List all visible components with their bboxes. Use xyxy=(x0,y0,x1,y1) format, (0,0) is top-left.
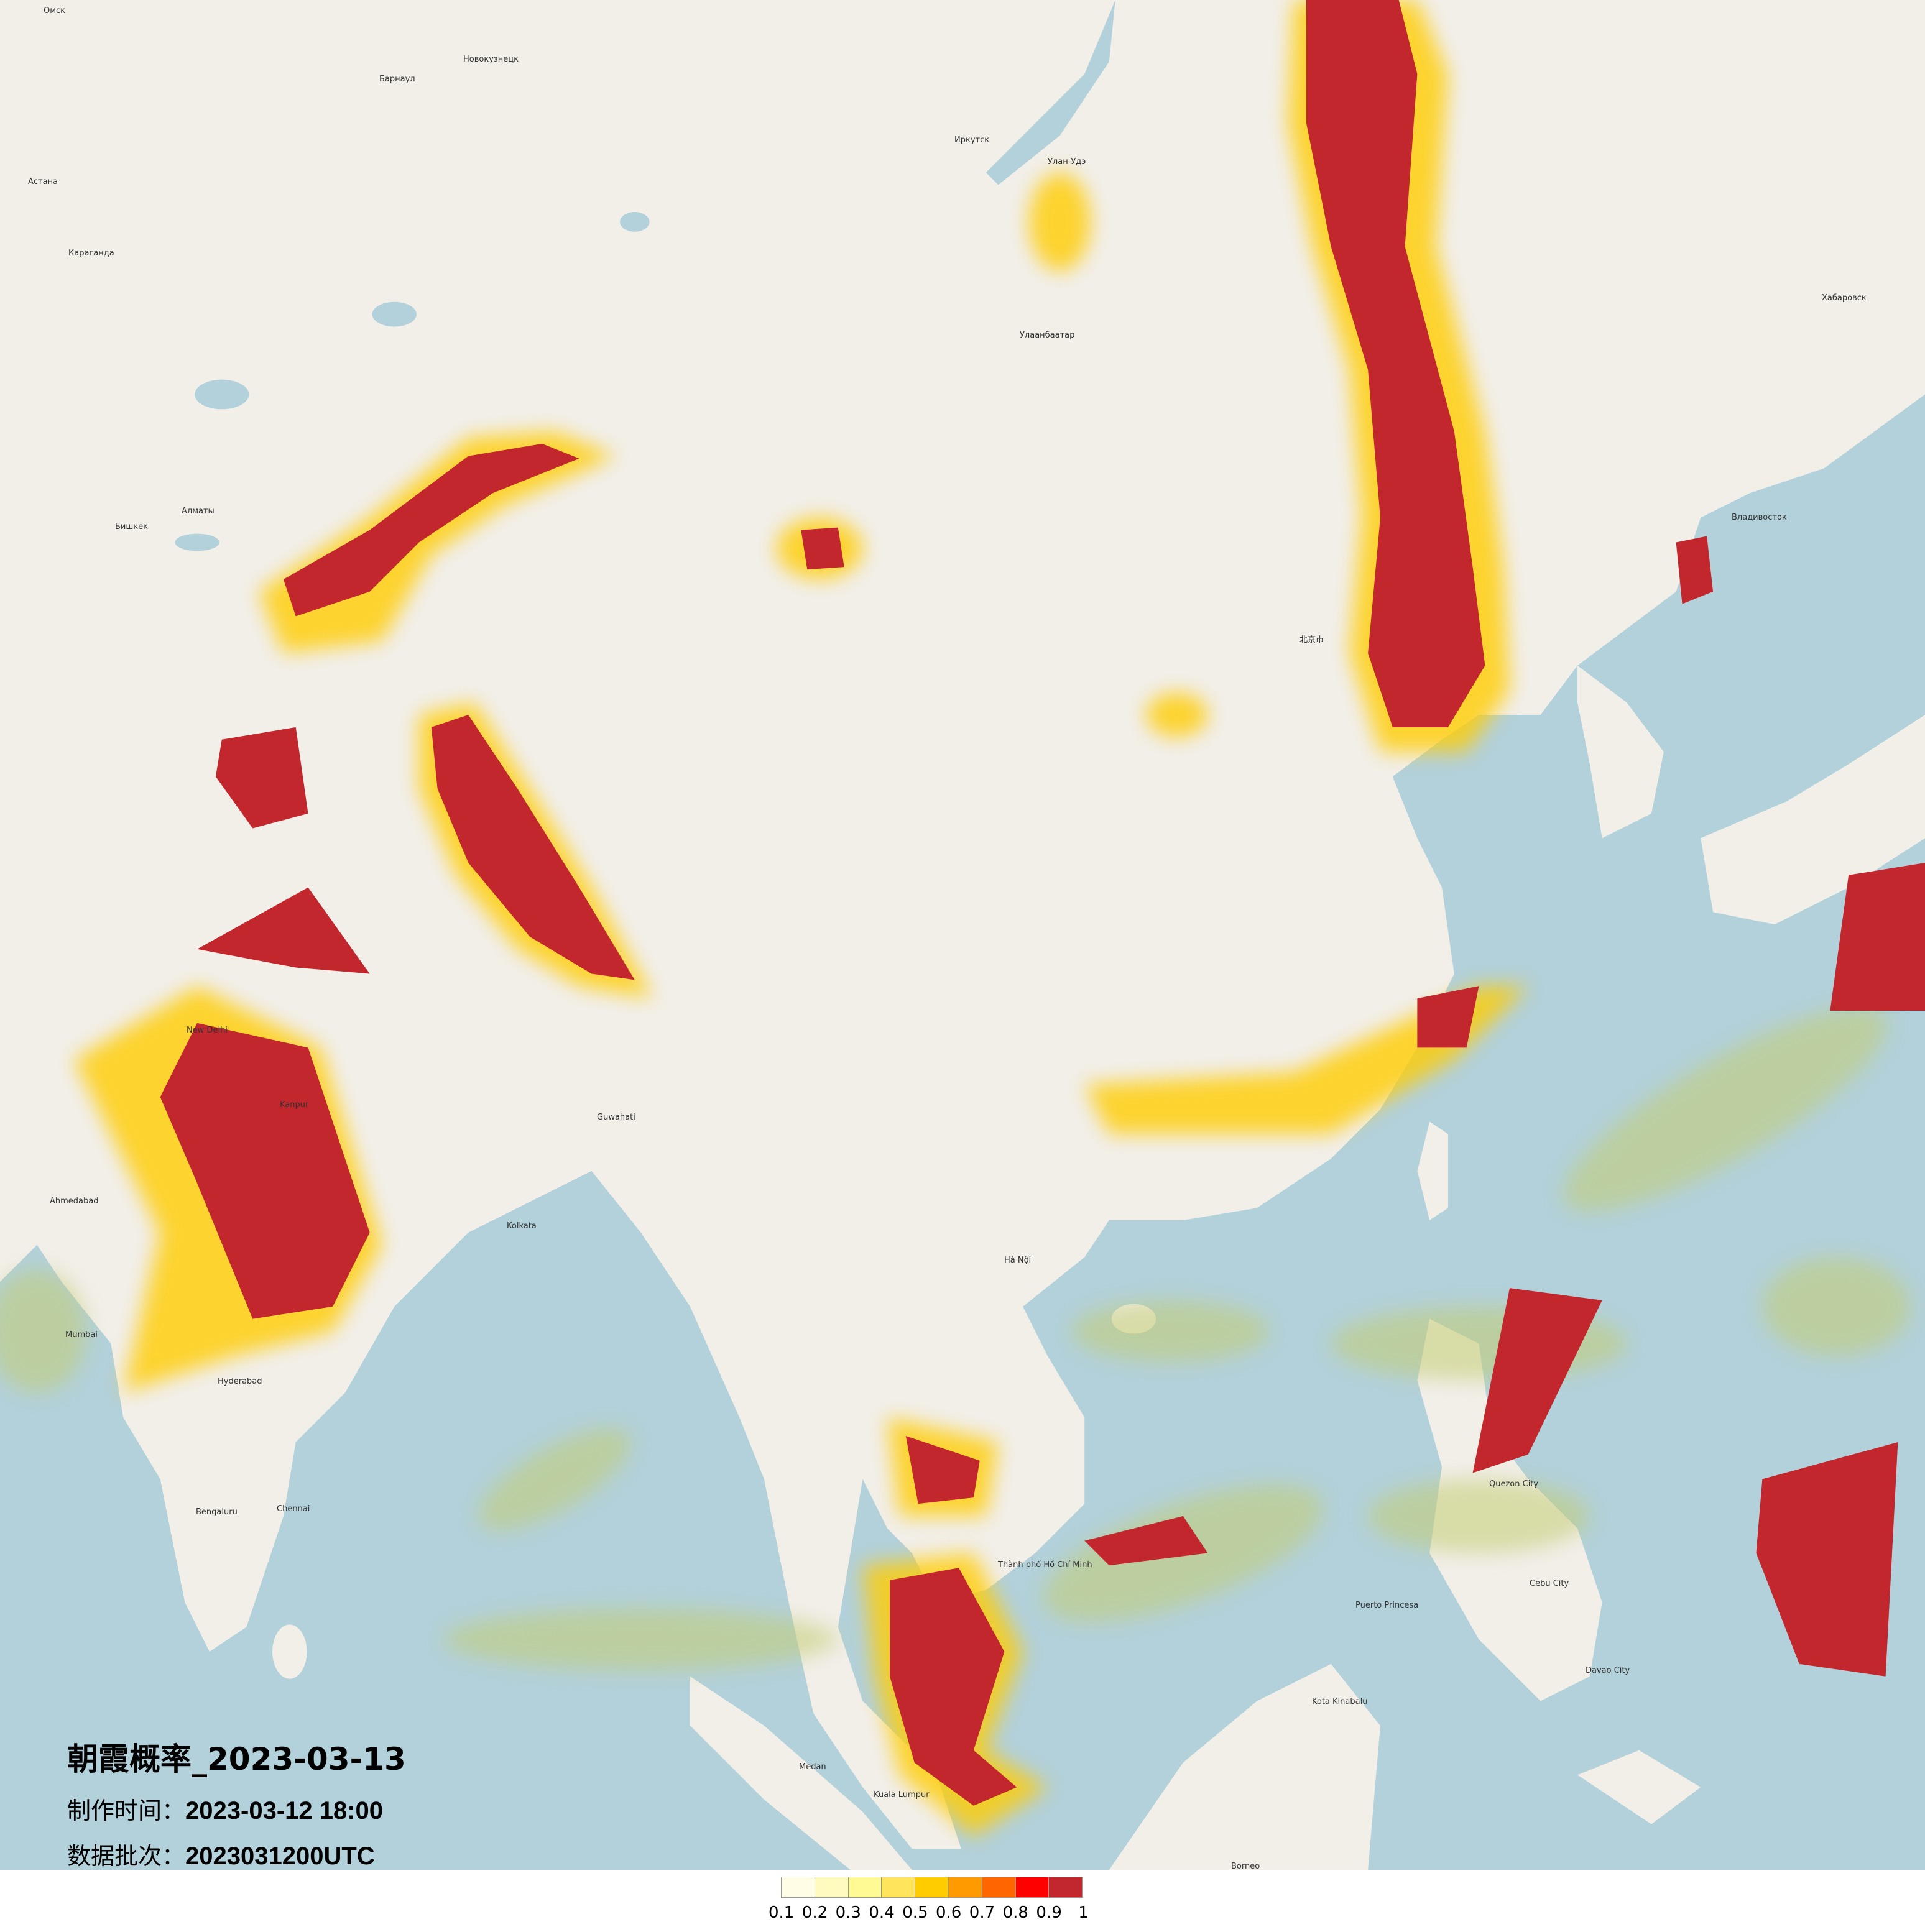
legend-label: 1 xyxy=(1078,1903,1089,1922)
data-batch-value: 2023031200UTC xyxy=(185,1842,375,1870)
map-label: Bengaluru xyxy=(196,1507,238,1517)
legend-label: 0.8 xyxy=(1002,1903,1028,1922)
legend-swatch xyxy=(948,1877,982,1897)
probability-red-core xyxy=(160,0,1925,1806)
legend-label: 0.1 xyxy=(769,1903,795,1922)
map-label: Chennai xyxy=(277,1504,310,1514)
legend-label: 0.7 xyxy=(969,1903,995,1922)
legend-swatch xyxy=(815,1877,849,1897)
production-time-label: 制作时间： xyxy=(67,1797,186,1824)
map-label: Владивосток xyxy=(1732,513,1787,522)
map-label: Новокузнецк xyxy=(463,55,519,64)
map-label: Guwahati xyxy=(597,1113,635,1122)
map-label: Караганда xyxy=(68,249,114,258)
map-label: Medan xyxy=(799,1762,826,1772)
map-label: Хабаровск xyxy=(1822,293,1867,303)
map-label: Thành phố Hồ Chí Minh xyxy=(998,1560,1092,1570)
map-label: Алматы xyxy=(182,507,215,516)
map-label: Барнаул xyxy=(379,75,415,84)
map-label: Улан-Удэ xyxy=(1048,157,1086,167)
legend-swatch xyxy=(882,1877,916,1897)
production-time-value: 2023-03-12 18:00 xyxy=(185,1797,384,1824)
legend-label: 0.9 xyxy=(1036,1903,1062,1922)
map-label: Mumbai xyxy=(65,1330,98,1340)
map-label: Астана xyxy=(28,177,58,186)
probability-map xyxy=(0,0,1925,1870)
map-label: Kolkata xyxy=(507,1221,537,1231)
legend-swatch xyxy=(1015,1877,1050,1897)
legend-swatch xyxy=(1049,1877,1083,1897)
map-label: Омск xyxy=(44,6,66,16)
map-label: Hà Nội xyxy=(1004,1256,1032,1265)
map-label: Quezon City xyxy=(1489,1479,1539,1489)
map-label: Cebu City xyxy=(1530,1579,1569,1588)
legend-swatch xyxy=(915,1877,949,1897)
data-batch: 数据批次：2023031200UTC xyxy=(67,1837,375,1871)
map-label: Davao City xyxy=(1586,1666,1630,1675)
map-label: 北京市 xyxy=(1299,635,1324,645)
map-label: Borneo xyxy=(1231,1862,1260,1871)
legend-label: 0.4 xyxy=(869,1903,895,1922)
map-label: Ahmedabad xyxy=(50,1197,99,1206)
color-legend xyxy=(781,1877,1084,1898)
legend-swatch xyxy=(982,1877,1016,1897)
legend-label: 0.6 xyxy=(936,1903,962,1922)
map-label: Kanpur xyxy=(280,1100,309,1110)
map-label: Kota Kinabalu xyxy=(1312,1697,1368,1706)
map-label: Hyderabad xyxy=(218,1377,262,1386)
legend-label: 0.5 xyxy=(902,1903,928,1922)
legend-swatch xyxy=(782,1877,815,1897)
map-label: Бишкек xyxy=(115,522,148,531)
map-label: Улаанбаатар xyxy=(1020,331,1075,340)
map-label: New Delhi xyxy=(187,1026,228,1035)
map-label: Kuala Lumpur xyxy=(874,1790,930,1800)
map-label: Puerto Princesa xyxy=(1355,1601,1419,1610)
legend-labels: 0.1 0.2 0.3 0.4 0.5 0.6 0.7 0.8 0.9 1 xyxy=(766,1903,1164,1928)
map-title: 朝霞概率_2023-03-13 xyxy=(67,1741,406,1777)
legend-swatch xyxy=(848,1877,882,1897)
production-time: 制作时间：2023-03-12 18:00 xyxy=(67,1792,383,1826)
data-batch-label: 数据批次： xyxy=(67,1842,186,1870)
legend-label: 0.3 xyxy=(835,1903,861,1922)
legend-label: 0.2 xyxy=(801,1903,828,1922)
map-label: Иркутск xyxy=(954,136,990,145)
